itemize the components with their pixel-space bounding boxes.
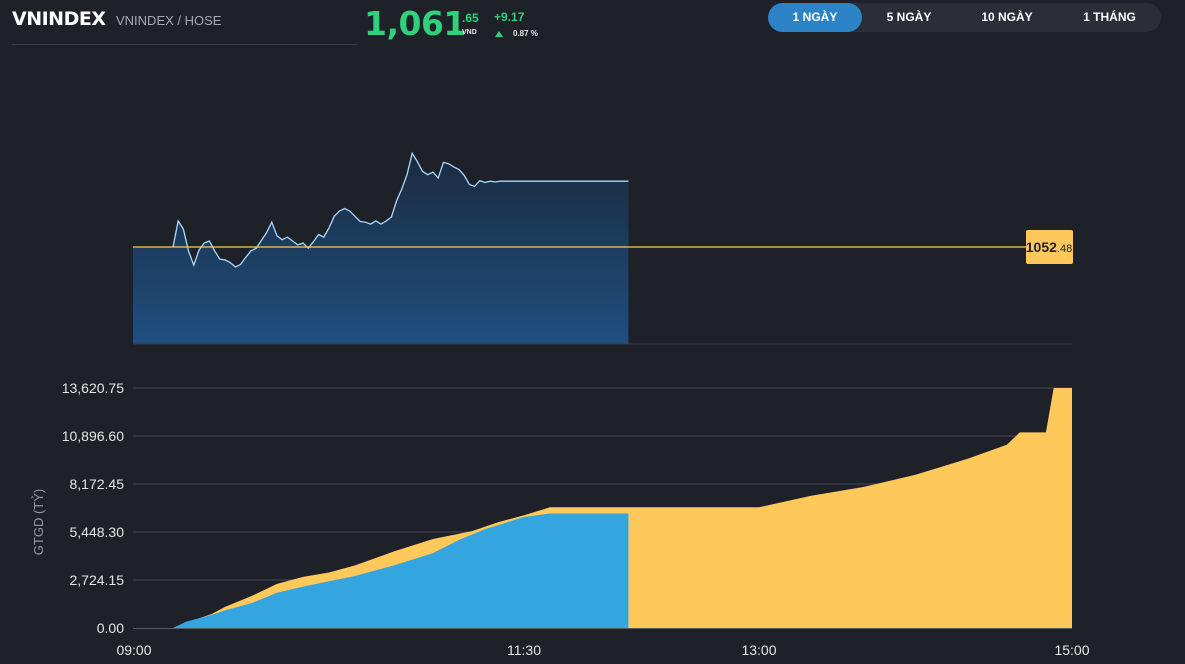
area-series-current [173, 513, 629, 628]
tab-1-month[interactable]: 1 THÁNG [1083, 10, 1136, 24]
symbol-name: VNINDEX [12, 8, 106, 30]
header: VNINDEX VNINDEX / HOSE 1,061 .65 VND +9.… [0, 0, 1185, 48]
x-tick-label: 15:00 [1054, 642, 1089, 658]
y-tick-label: 13,620.75 [62, 380, 124, 396]
price-integer: 1,061 [364, 4, 466, 43]
y-tick-label: 8,172.45 [70, 476, 125, 492]
price-change: +9.17 [494, 10, 525, 24]
reference-label-box [1026, 230, 1073, 264]
header-divider [12, 44, 357, 45]
y-axis-label: GTGD (TỶ) [31, 489, 46, 555]
reference-label-int: 1052 [1026, 239, 1057, 255]
tab-10-days[interactable]: 10 NGÀY [981, 10, 1033, 24]
x-tick-label: 13:00 [741, 642, 776, 658]
y-tick-labels: 0.00 2,724.15 5,448.30 8,172.45 10,896.60 13,… [62, 380, 125, 636]
x-tick-label: 09:00 [116, 642, 151, 658]
x-tick-labels: 09:00 11:30 13:00 15:00 [116, 642, 1089, 658]
x-tick-label: 11:30 [507, 642, 541, 658]
reference-label-dec: .48 [1057, 243, 1072, 255]
price-decimal: .65 [462, 11, 479, 25]
exchange-name: VNINDEX / HOSE [116, 13, 222, 28]
triangle-up-icon [495, 31, 503, 37]
price-line [172, 151, 629, 268]
y-tick-label: 5,448.30 [70, 524, 125, 540]
price-change-percent: 0.87 % [513, 29, 538, 38]
y-tick-label: 0.00 [97, 620, 124, 636]
tab-1-day[interactable]: 1 NGÀY [768, 3, 862, 32]
currency-label: VND [462, 29, 477, 36]
reference-label: 1052.48 [1026, 239, 1072, 255]
y-tick-label: 10,896.60 [62, 428, 124, 444]
period-tabs: 1 NGÀY 5 NGÀY 10 NGÀY 1 THÁNG [768, 3, 1161, 32]
price-area [133, 153, 629, 344]
tab-5-days[interactable]: 5 NGÀY [886, 10, 932, 24]
y-tick-label: 2,724.15 [70, 572, 125, 588]
price-chart: 1052.48 [133, 151, 1073, 345]
